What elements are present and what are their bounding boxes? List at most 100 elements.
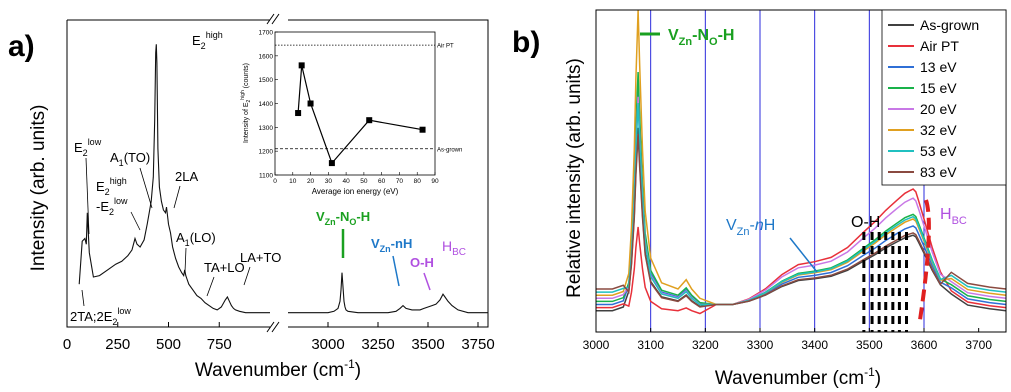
annot-e2high-top: E2high <box>192 30 223 51</box>
inset-x-tick-label: 90 <box>431 178 439 185</box>
inset-chart: 0 10 20 30 40 50 60 70 80 90 1100 1200 1300 1400 1500 1… <box>240 30 462 197</box>
panel-b-spectra <box>596 9 1007 315</box>
inset-x-tick-label: 10 <box>289 178 297 185</box>
panel-a-tick-label: 3500 <box>411 336 444 353</box>
inset-x-tick-label: 20 <box>307 178 315 185</box>
panel-b-series-83-ev <box>596 133 1007 308</box>
panel-a-spectrum-low <box>78 44 270 314</box>
panel-a-x-ticks: 0 250 500 750 3000 3250 3500 3750 <box>63 322 495 353</box>
panel-a-spectra <box>78 44 488 314</box>
inset-y-tick-label: 1100 <box>259 173 273 180</box>
inset-point <box>328 160 335 167</box>
panel-a-tick-label: 3750 <box>461 336 494 353</box>
legend-label: 83 eV <box>920 164 957 180</box>
inset-ylabel: Intensity of E2high (counts) <box>240 63 252 143</box>
panel-b-annotations: VZn-NO-H VZn-nH O-H HBC <box>640 27 967 321</box>
inset-ref-label: As-grown <box>437 147 462 153</box>
panel-b-tick-label: 3100 <box>637 338 664 352</box>
inset-point <box>366 117 373 124</box>
inset-point <box>298 62 305 69</box>
b-annot-oh: O-H <box>851 214 880 231</box>
panel-a-label: a) <box>8 30 35 63</box>
legend-label: As-grown <box>920 17 979 33</box>
panel-a-tick-label: 3000 <box>311 336 344 353</box>
inset-xlabel: Average ion energy (eV) <box>312 187 399 196</box>
panel-b-x-ticks: 3000 3100 3200 3300 3400 3500 3600 3700 <box>583 328 992 352</box>
annot-2ta-2e2low: 2TA;2E2low <box>70 306 131 327</box>
legend-box <box>881 9 1007 186</box>
annot-vzn-no-h: VZn-NO-H <box>316 209 370 227</box>
inset-reference-lines: Air PT As-grown <box>275 44 462 153</box>
panel-a-tick-label: 0 <box>63 336 71 353</box>
legend: As-grown Air PT 13 eV 15 eV 20 eV 32 eV 53 eV 8… <box>881 9 1007 186</box>
inset-axes: 0 10 20 30 40 50 60 70 80 90 1100 1200 1300 1400 1500 1… <box>259 30 439 186</box>
annot-minus-e2low: -E2low <box>96 196 128 217</box>
inset-point <box>307 100 314 107</box>
panel-a-tick-label: 750 <box>207 336 232 353</box>
annot-e2high-minus: E2high <box>96 176 127 197</box>
panel-b-tick-label: 3400 <box>801 338 828 352</box>
b-annot-vzn-no-h: VZn-NO-H <box>668 27 734 48</box>
inset-x-tick-label: 40 <box>342 178 350 185</box>
annot-hbc: HBC <box>442 238 466 258</box>
legend-items: As-grown Air PT 13 eV 15 eV 20 eV 32 eV 53 eV 8… <box>888 17 979 180</box>
panel-b-tick-label: 3700 <box>965 338 992 352</box>
inset-x-tick-label: 30 <box>325 178 333 185</box>
legend-label: 13 eV <box>920 59 957 75</box>
annot-2la: 2LA <box>175 169 198 184</box>
panel-b-tick-label: 3300 <box>747 338 774 352</box>
panel-b-xlabel: Wavenumber (cm-1) <box>715 365 881 389</box>
inset-x-tick-label: 0 <box>273 178 277 185</box>
inset-y-tick-label: 1600 <box>259 53 274 60</box>
panel-b-tick-label: 3500 <box>856 338 883 352</box>
inset-x-tick-label: 50 <box>360 178 368 185</box>
inset-y-tick-label: 1400 <box>259 101 274 108</box>
b-hbc-marker <box>918 199 931 321</box>
inset-frame <box>274 31 436 176</box>
panel-b-series-53-ev <box>596 102 1007 306</box>
panel-b-tick-label: 3600 <box>911 338 938 352</box>
panel-b-label: b) <box>512 26 540 59</box>
annot-la-to: LA+TO <box>240 250 281 265</box>
annot-ta-lo: TA+LO <box>204 260 245 275</box>
panel-a: a) Intensity (arb. units) 0 250 500 750 3000… <box>8 13 495 381</box>
panel-a-tick-label: 250 <box>105 336 130 353</box>
inset-line <box>297 65 423 165</box>
annot-e2low: E2low <box>74 137 102 158</box>
b-annot-hbc: HBC <box>940 206 967 227</box>
legend-label: Air PT <box>920 38 959 54</box>
panel-a-tick-label: 500 <box>156 336 181 353</box>
inset-y-tick-label: 1200 <box>259 149 274 156</box>
inset-x-tick-label: 80 <box>414 178 422 185</box>
inset-x-tick-label: 60 <box>378 178 386 185</box>
annot-oh: O-H <box>410 255 434 270</box>
inset-y-tick-label: 1300 <box>259 125 274 132</box>
panel-b-ylabel: Relative intensity (arb. units) <box>564 58 585 298</box>
inset-y-tick-label: 1700 <box>259 30 274 37</box>
inset-point <box>419 126 426 133</box>
panel-a-xlabel: Wavenumber (cm-1) <box>195 357 361 381</box>
b-annot-vzn-nh: VZn-nH <box>726 217 775 238</box>
inset-ref-label: Air PT <box>437 44 454 50</box>
panel-a-tick-label: 3250 <box>361 336 394 353</box>
panel-a-spectrum-high <box>288 272 488 314</box>
panel-b-series-air-pt <box>596 188 1007 315</box>
inset-point <box>295 110 302 117</box>
panel-a-annotations: E2low A1(TO) E2high -E2low E2high 2LA A1… <box>70 30 466 327</box>
panel-a-ylabel: Intensity (arb. units) <box>28 105 49 272</box>
inset-y-tick-label: 1500 <box>259 77 274 84</box>
legend-label: 32 eV <box>920 122 957 138</box>
panel-b-oh-lines <box>862 232 909 332</box>
inset-series <box>295 62 426 167</box>
legend-label: 53 eV <box>920 143 957 159</box>
annot-vzn-nh: VZn-nH <box>371 236 412 254</box>
panel-b: b) Relative intensity (arb. units) 3000 3… <box>512 9 1007 389</box>
legend-label: 15 eV <box>920 80 957 96</box>
panel-b-tick-label: 3200 <box>692 338 719 352</box>
panel-b-tick-label: 3000 <box>583 338 610 352</box>
annot-a1to: A1(TO) <box>110 150 150 168</box>
annot-a1lo: A1(LO) <box>176 230 216 248</box>
legend-label: 20 eV <box>920 101 957 117</box>
inset-x-tick-label: 70 <box>396 178 404 185</box>
